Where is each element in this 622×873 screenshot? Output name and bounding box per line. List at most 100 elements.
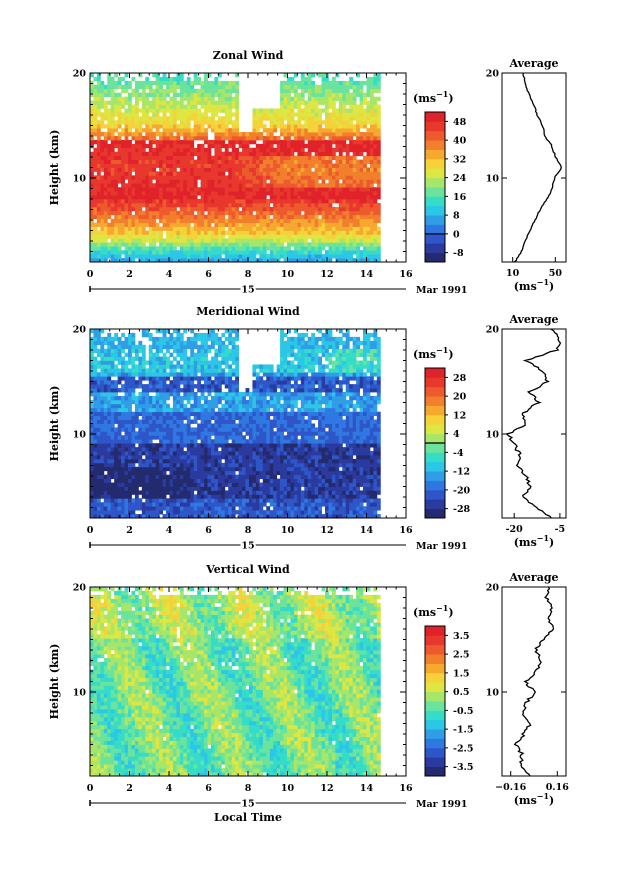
heatmap-cell [179, 210, 184, 216]
heatmap-cell [331, 206, 336, 212]
heatmap-cell [266, 202, 271, 208]
heatmap-cell [290, 218, 295, 224]
heatmap-cell [100, 344, 105, 350]
heatmap-cell [162, 502, 167, 507]
heatmap-cell [214, 171, 219, 176]
heatmap-cell [138, 116, 143, 121]
heatmap-cell [103, 415, 108, 420]
heatmap-cell [318, 88, 322, 94]
heatmap-cell [138, 139, 143, 145]
heatmap-cell [231, 242, 236, 247]
profile-x-tick-label: 10 [506, 268, 520, 279]
heatmap-cell [90, 498, 94, 503]
heatmap-cell [100, 407, 105, 413]
heatmap-cell [96, 128, 101, 133]
heatmap-cell [110, 112, 115, 117]
heatmap-cell [117, 388, 122, 393]
heatmap-cell [342, 136, 347, 141]
heatmap-cell [117, 218, 122, 224]
heatmap-cell [162, 124, 167, 129]
heatmap-cell [373, 254, 378, 259]
heatmap-cell [266, 210, 271, 216]
heatmap-cell [245, 155, 250, 161]
heatmap-cell [235, 254, 240, 259]
heatmap-cell [128, 458, 132, 464]
heatmap-cell [107, 143, 112, 149]
heatmap-cell [128, 403, 132, 409]
heatmap-cell [269, 171, 274, 176]
heatmap-cell [238, 214, 243, 220]
heatmap-cell [176, 76, 181, 82]
heatmap-cell [117, 199, 122, 204]
heatmap-cell [107, 486, 112, 491]
heatmap-cell [376, 167, 381, 172]
heatmap-cell [297, 254, 302, 259]
heatmap-cell [363, 254, 367, 259]
heatmap-cell [304, 100, 309, 105]
heatmap-cell [373, 179, 378, 184]
heatmap-cell [162, 423, 167, 428]
heatmap-cell [134, 112, 139, 117]
heatmap-cell [100, 234, 105, 239]
heatmap-cell [103, 88, 108, 94]
heatmap-cell [96, 470, 101, 476]
colorbar-segment [425, 168, 445, 179]
heatmap-cell [128, 226, 132, 231]
heatmap-cell [93, 92, 98, 98]
heatmap-cell [159, 490, 163, 495]
heatmap-cell [159, 226, 163, 231]
heatmap-cell [255, 120, 260, 125]
heatmap-cell [193, 136, 198, 141]
heatmap-cell [114, 191, 119, 196]
heatmap-cell [280, 202, 284, 208]
heatmap-cell [176, 175, 181, 180]
heatmap-cell [356, 128, 360, 133]
heatmap-cell [335, 84, 340, 90]
heatmap-cell [172, 329, 177, 334]
heatmap-cell [100, 238, 105, 243]
heatmap-cell [248, 218, 253, 224]
heatmap-cell [307, 218, 312, 224]
heatmap-cell [93, 340, 98, 346]
heatmap-cell [331, 238, 336, 243]
heatmap-cell [321, 171, 326, 176]
heatmap-cell [338, 187, 343, 192]
heatmap-cell [166, 92, 170, 98]
heatmap-cell [138, 392, 143, 397]
heatmap-cell [318, 132, 322, 137]
heatmap-cell [197, 112, 201, 117]
heatmap-cell [128, 206, 132, 212]
heatmap-cell [262, 206, 267, 212]
heatmap-cell [293, 191, 298, 196]
heatmap-cell [197, 147, 201, 153]
heatmap-cell [352, 218, 357, 224]
heatmap-cell [159, 254, 163, 259]
heatmap-cell [145, 427, 150, 432]
heatmap-cell [252, 147, 257, 153]
heatmap-cell [318, 116, 322, 121]
heatmap-cell [141, 167, 146, 172]
heatmap-cell [183, 112, 188, 117]
heatmap-cell [183, 234, 188, 239]
heatmap-cell [300, 88, 305, 94]
heatmap-cell [245, 254, 250, 259]
heatmap-cell [311, 124, 316, 129]
heatmap-cell [183, 435, 188, 440]
heatmap-cell [331, 132, 336, 137]
heatmap-cell [307, 76, 312, 82]
heatmap-cell [145, 502, 150, 507]
heatmap-cell [96, 352, 101, 357]
heatmap-cell [190, 147, 195, 153]
heatmap-cell [179, 514, 184, 519]
heatmap-cell [124, 435, 129, 440]
heatmap-cell [352, 167, 357, 172]
heatmap-cell [121, 179, 125, 184]
heatmap-cell [159, 403, 163, 409]
heatmap-cell [349, 254, 354, 259]
heatmap-cell [100, 254, 105, 259]
heatmap-cell [204, 238, 208, 243]
heatmap-cell [328, 202, 333, 208]
heatmap-cell [90, 191, 94, 196]
heatmap-cell [183, 175, 188, 180]
heatmap-cell [248, 230, 253, 235]
